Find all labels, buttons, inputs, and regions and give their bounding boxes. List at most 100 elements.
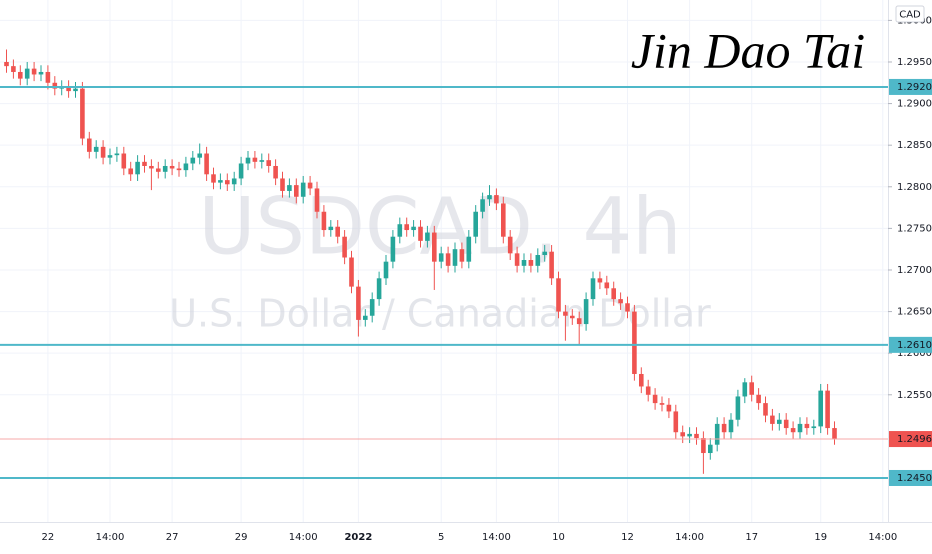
candle-body: [583, 299, 589, 325]
candle-body: [231, 178, 237, 185]
candle-body: [632, 311, 637, 374]
candle-body: [556, 278, 561, 312]
candle-body: [825, 390, 830, 429]
candle-body: [597, 278, 603, 283]
candle-body: [176, 168, 182, 171]
x-tick-label: 14:00: [675, 532, 704, 543]
candle-body: [87, 138, 92, 152]
candle-body: [169, 165, 175, 169]
candle-body: [38, 71, 44, 75]
y-tick-label: 1.26500: [897, 307, 932, 318]
candle-body: [590, 278, 596, 300]
candle-body: [342, 236, 347, 258]
candle-body: [11, 66, 16, 72]
y-tick-label: 1.27500: [897, 223, 932, 234]
candle-body: [618, 299, 623, 304]
x-tick-label: 14:00: [868, 532, 897, 543]
candle-body: [507, 236, 513, 254]
candle-body: [363, 315, 368, 320]
candle-body: [273, 165, 278, 179]
candle-body: [542, 251, 547, 256]
candle-body: [480, 199, 485, 212]
level-label: 1.24500: [897, 473, 932, 484]
candle-body: [335, 226, 340, 237]
candle-body: [777, 419, 782, 424]
y-tick-label: 1.28000: [897, 182, 932, 193]
candle-body: [156, 168, 161, 172]
candle-body: [300, 182, 306, 197]
price-label: 1.24968: [897, 434, 932, 445]
candle-body: [121, 153, 127, 169]
candle-body: [128, 168, 133, 175]
candle-body: [411, 226, 416, 231]
candle-body: [445, 253, 451, 266]
candle-body: [514, 253, 520, 266]
y-tick-label: 1.28500: [897, 140, 932, 151]
x-tick-label: 12: [621, 532, 634, 543]
x-tick-label: 5: [438, 532, 444, 543]
candle-body: [66, 86, 71, 92]
candle-body: [783, 419, 789, 429]
candle-body: [376, 278, 382, 300]
candle-body: [728, 419, 734, 433]
candle-body: [4, 61, 9, 67]
candle-body: [735, 396, 741, 420]
x-tick-label: 19: [814, 532, 827, 543]
candle-body: [93, 146, 99, 152]
candle-body: [259, 160, 265, 162]
level-label-box: [889, 469, 932, 486]
candle-body: [804, 423, 810, 429]
candle-body: [238, 163, 244, 179]
candle-body: [452, 249, 458, 266]
candle-body: [294, 185, 299, 197]
candle-body: [24, 68, 30, 79]
candle-body: [349, 257, 354, 287]
currency-box[interactable]: [895, 5, 925, 23]
candle-body: [356, 286, 361, 320]
candle-body: [645, 386, 651, 395]
x-tick-label: 14:00: [96, 532, 125, 543]
candle-body: [73, 88, 78, 92]
candle-body: [31, 68, 37, 75]
candle-body: [142, 161, 147, 166]
candle-body: [369, 299, 375, 316]
x-tick-label: 14:00: [482, 532, 511, 543]
candle-body: [328, 226, 334, 231]
candle-body: [397, 224, 403, 237]
candle-body: [528, 260, 534, 266]
level-label: 1.29200: [897, 82, 932, 93]
candle-body: [687, 433, 692, 437]
candle-body: [307, 182, 313, 189]
y-tick-label: 1.29000: [897, 99, 932, 110]
candle-body: [701, 438, 706, 454]
candle-body: [625, 303, 630, 312]
candle-body: [100, 146, 106, 158]
candle-body: [404, 224, 409, 231]
candle-body: [266, 160, 271, 166]
candle-body: [114, 153, 120, 156]
level-label-box: [889, 78, 932, 95]
candle-body: [204, 153, 209, 175]
candle-body: [708, 444, 713, 454]
candle-body: [52, 82, 58, 89]
candle-body: [797, 423, 803, 433]
x-tick-label: 17: [745, 532, 758, 543]
candle-body: [80, 88, 85, 139]
x-tick-label: 2022: [344, 532, 372, 543]
candle-body: [652, 394, 658, 404]
candle-body: [473, 211, 478, 237]
y-tick-label: 1.27000: [897, 265, 932, 276]
candle-body: [466, 236, 472, 262]
candle-body: [45, 71, 51, 83]
candle-body: [390, 236, 396, 262]
candle-body: [383, 261, 389, 279]
candle-body: [749, 382, 754, 395]
candle-body: [666, 404, 672, 412]
candle-body: [770, 415, 775, 424]
candle-body: [183, 163, 189, 171]
candle-body: [438, 253, 444, 262]
signature: Jin Dao Tai: [631, 22, 865, 78]
candle-body: [811, 426, 817, 429]
